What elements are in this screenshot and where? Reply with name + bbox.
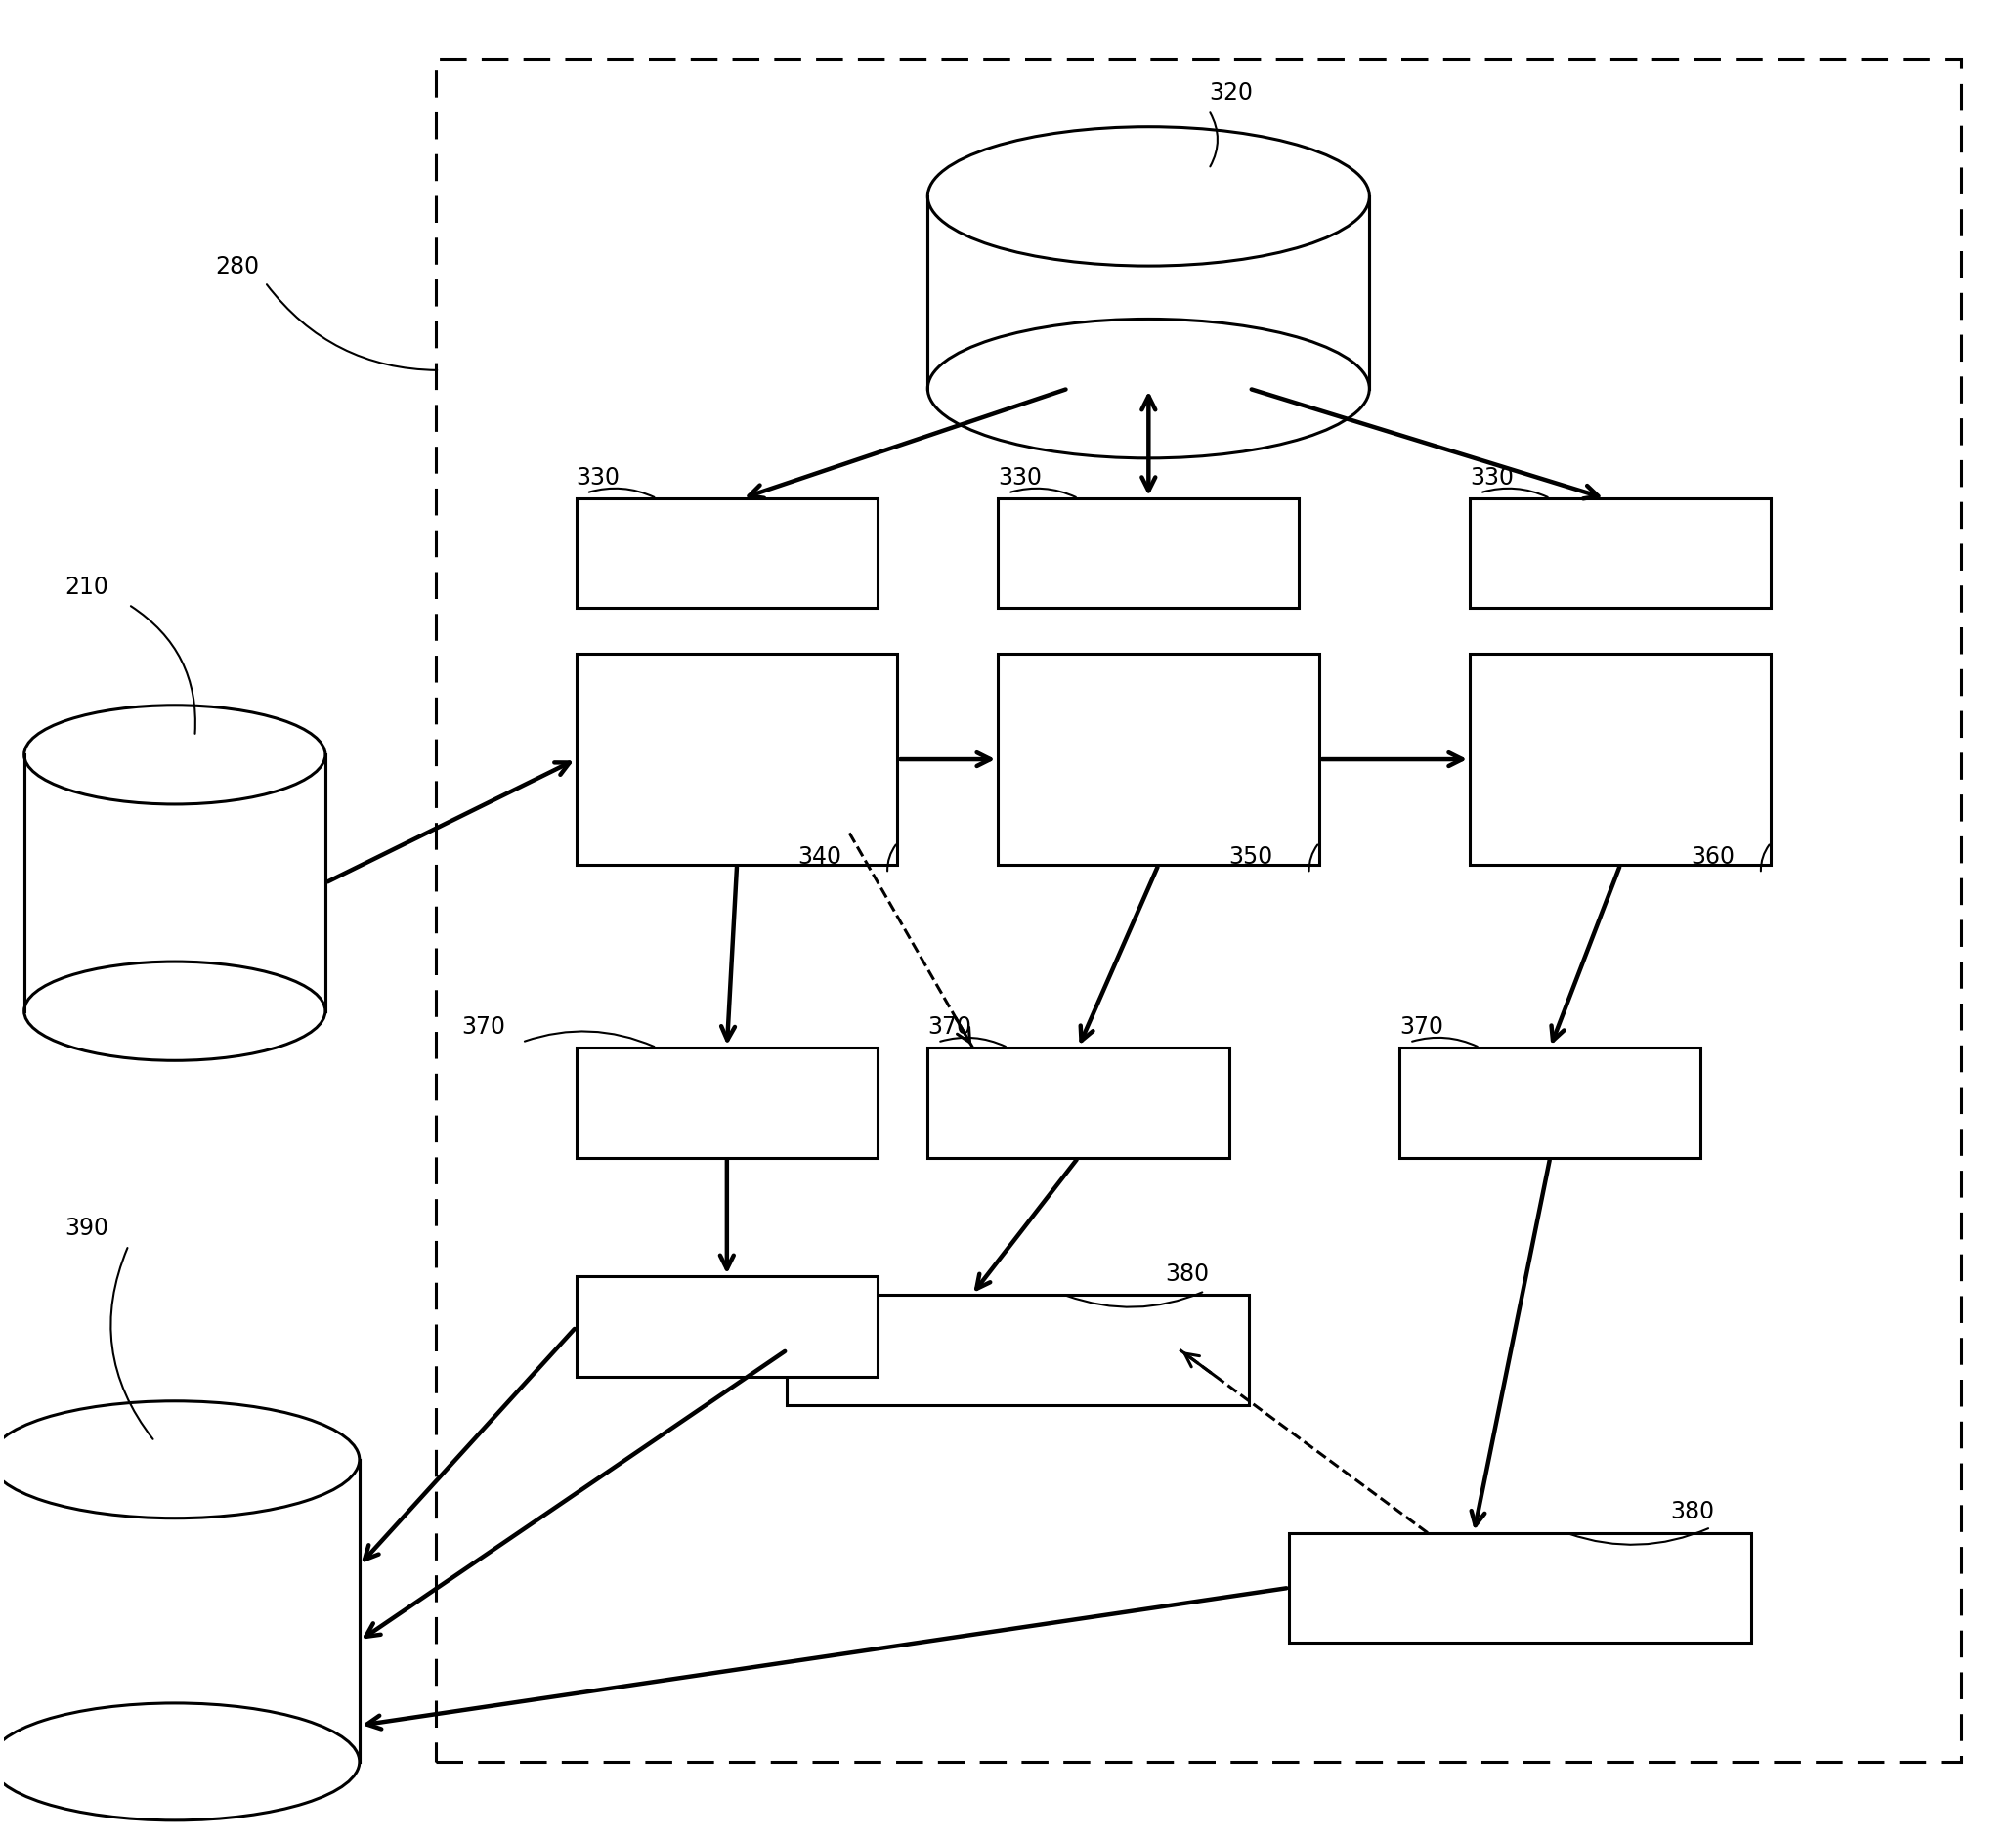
Bar xyxy=(577,498,877,609)
Text: 330: 330 xyxy=(577,465,621,489)
Text: 380: 380 xyxy=(1671,1501,1716,1525)
Text: 360: 360 xyxy=(1691,844,1734,868)
Ellipse shape xyxy=(927,127,1369,267)
Bar xyxy=(786,1295,1250,1405)
Text: 330: 330 xyxy=(998,465,1042,489)
Bar xyxy=(1288,1534,1752,1642)
Text: 340: 340 xyxy=(796,844,841,868)
Bar xyxy=(927,1048,1230,1157)
Polygon shape xyxy=(0,1460,359,1762)
Text: 370: 370 xyxy=(927,1015,972,1039)
Bar xyxy=(1399,1048,1702,1157)
Bar xyxy=(577,1276,877,1377)
Ellipse shape xyxy=(0,1401,359,1519)
Bar xyxy=(577,1048,877,1157)
Text: 370: 370 xyxy=(1399,1015,1443,1039)
Text: 380: 380 xyxy=(1165,1262,1210,1285)
Text: 390: 390 xyxy=(65,1216,109,1239)
Text: 370: 370 xyxy=(462,1015,506,1039)
Bar xyxy=(1470,655,1770,864)
Text: 320: 320 xyxy=(1210,81,1252,105)
Bar xyxy=(1470,498,1770,609)
Text: 280: 280 xyxy=(216,256,258,280)
Bar xyxy=(435,59,1962,1762)
Polygon shape xyxy=(24,754,325,1011)
Ellipse shape xyxy=(927,318,1369,458)
Ellipse shape xyxy=(24,962,325,1061)
Bar xyxy=(998,498,1298,609)
Bar xyxy=(998,655,1318,864)
Polygon shape xyxy=(927,197,1369,388)
Text: 350: 350 xyxy=(1230,844,1272,868)
Bar xyxy=(577,655,897,864)
Text: 330: 330 xyxy=(1470,465,1514,489)
Ellipse shape xyxy=(0,1703,359,1821)
Text: 210: 210 xyxy=(65,576,109,600)
Ellipse shape xyxy=(24,706,325,804)
